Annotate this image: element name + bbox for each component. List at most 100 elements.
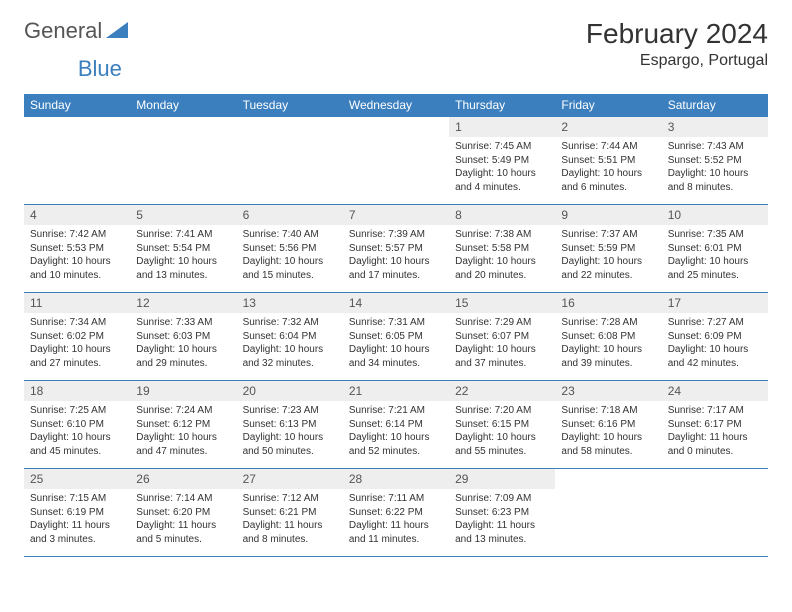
day-number: 17 — [662, 293, 768, 313]
day-number: 22 — [449, 381, 555, 401]
daylight-line2: and 37 minutes. — [455, 357, 549, 371]
sunset-line: Sunset: 6:01 PM — [668, 242, 762, 256]
calendar-day-cell: 18Sunrise: 7:25 AMSunset: 6:10 PMDayligh… — [24, 381, 130, 469]
daylight-line1: Daylight: 10 hours — [243, 343, 337, 357]
day-details: Sunrise: 7:44 AMSunset: 5:51 PMDaylight:… — [555, 137, 661, 200]
sunset-line: Sunset: 6:15 PM — [455, 418, 549, 432]
day-number: 15 — [449, 293, 555, 313]
daylight-line2: and 13 minutes. — [455, 533, 549, 547]
day-number: 7 — [343, 205, 449, 225]
daylight-line2: and 22 minutes. — [561, 269, 655, 283]
daylight-line1: Daylight: 10 hours — [668, 167, 762, 181]
daylight-line1: Daylight: 10 hours — [30, 343, 124, 357]
day-number: 16 — [555, 293, 661, 313]
day-details: Sunrise: 7:37 AMSunset: 5:59 PMDaylight:… — [555, 225, 661, 288]
daylight-line2: and 11 minutes. — [349, 533, 443, 547]
sunset-line: Sunset: 6:13 PM — [243, 418, 337, 432]
day-details: Sunrise: 7:39 AMSunset: 5:57 PMDaylight:… — [343, 225, 449, 288]
daylight-line1: Daylight: 10 hours — [136, 255, 230, 269]
sunrise-line: Sunrise: 7:34 AM — [30, 316, 124, 330]
sunset-line: Sunset: 6:09 PM — [668, 330, 762, 344]
sunset-line: Sunset: 6:10 PM — [30, 418, 124, 432]
daylight-line1: Daylight: 11 hours — [455, 519, 549, 533]
day-details: Sunrise: 7:45 AMSunset: 5:49 PMDaylight:… — [449, 137, 555, 200]
logo-text-general: General — [24, 18, 102, 44]
day-number: 14 — [343, 293, 449, 313]
daylight-line1: Daylight: 10 hours — [668, 255, 762, 269]
day-details: Sunrise: 7:35 AMSunset: 6:01 PMDaylight:… — [662, 225, 768, 288]
daylight-line1: Daylight: 10 hours — [561, 343, 655, 357]
sunset-line: Sunset: 6:14 PM — [349, 418, 443, 432]
calendar-day-cell: 10Sunrise: 7:35 AMSunset: 6:01 PMDayligh… — [662, 205, 768, 293]
daylight-line2: and 15 minutes. — [243, 269, 337, 283]
day-number: 29 — [449, 469, 555, 489]
day-number: 5 — [130, 205, 236, 225]
calendar-week-row: 1Sunrise: 7:45 AMSunset: 5:49 PMDaylight… — [24, 117, 768, 205]
day-details: Sunrise: 7:28 AMSunset: 6:08 PMDaylight:… — [555, 313, 661, 376]
day-number: 19 — [130, 381, 236, 401]
calendar-week-row: 25Sunrise: 7:15 AMSunset: 6:19 PMDayligh… — [24, 469, 768, 557]
calendar-day-cell: 19Sunrise: 7:24 AMSunset: 6:12 PMDayligh… — [130, 381, 236, 469]
sunrise-line: Sunrise: 7:37 AM — [561, 228, 655, 242]
daylight-line2: and 29 minutes. — [136, 357, 230, 371]
day-details: Sunrise: 7:09 AMSunset: 6:23 PMDaylight:… — [449, 489, 555, 552]
weekday-header: Sunday — [24, 94, 130, 117]
day-number: 3 — [662, 117, 768, 137]
daylight-line1: Daylight: 10 hours — [136, 343, 230, 357]
calendar-day-cell: 25Sunrise: 7:15 AMSunset: 6:19 PMDayligh… — [24, 469, 130, 557]
daylight-line1: Daylight: 11 hours — [349, 519, 443, 533]
day-number: 9 — [555, 205, 661, 225]
calendar-empty-cell — [343, 117, 449, 205]
day-number: 12 — [130, 293, 236, 313]
daylight-line2: and 34 minutes. — [349, 357, 443, 371]
day-details: Sunrise: 7:42 AMSunset: 5:53 PMDaylight:… — [24, 225, 130, 288]
daylight-line1: Daylight: 11 hours — [136, 519, 230, 533]
daylight-line2: and 45 minutes. — [30, 445, 124, 459]
daylight-line1: Daylight: 10 hours — [349, 343, 443, 357]
calendar-week-row: 4Sunrise: 7:42 AMSunset: 5:53 PMDaylight… — [24, 205, 768, 293]
day-details: Sunrise: 7:31 AMSunset: 6:05 PMDaylight:… — [343, 313, 449, 376]
day-number: 24 — [662, 381, 768, 401]
daylight-line1: Daylight: 10 hours — [136, 431, 230, 445]
title-block: February 2024 Espargo, Portugal — [586, 18, 768, 70]
sunrise-line: Sunrise: 7:27 AM — [668, 316, 762, 330]
sunset-line: Sunset: 5:56 PM — [243, 242, 337, 256]
sunrise-line: Sunrise: 7:18 AM — [561, 404, 655, 418]
daylight-line1: Daylight: 10 hours — [243, 431, 337, 445]
sunrise-line: Sunrise: 7:12 AM — [243, 492, 337, 506]
day-number: 4 — [24, 205, 130, 225]
daylight-line2: and 6 minutes. — [561, 181, 655, 195]
sunrise-line: Sunrise: 7:15 AM — [30, 492, 124, 506]
day-details: Sunrise: 7:12 AMSunset: 6:21 PMDaylight:… — [237, 489, 343, 552]
calendar-day-cell: 27Sunrise: 7:12 AMSunset: 6:21 PMDayligh… — [237, 469, 343, 557]
calendar-table: SundayMondayTuesdayWednesdayThursdayFrid… — [24, 94, 768, 557]
day-number: 28 — [343, 469, 449, 489]
day-details: Sunrise: 7:25 AMSunset: 6:10 PMDaylight:… — [24, 401, 130, 464]
day-number: 11 — [24, 293, 130, 313]
calendar-empty-cell — [130, 117, 236, 205]
sunrise-line: Sunrise: 7:39 AM — [349, 228, 443, 242]
day-details: Sunrise: 7:29 AMSunset: 6:07 PMDaylight:… — [449, 313, 555, 376]
sunset-line: Sunset: 5:52 PM — [668, 154, 762, 168]
calendar-day-cell: 3Sunrise: 7:43 AMSunset: 5:52 PMDaylight… — [662, 117, 768, 205]
day-number: 27 — [237, 469, 343, 489]
calendar-empty-cell — [555, 469, 661, 557]
daylight-line2: and 27 minutes. — [30, 357, 124, 371]
logo-text-blue: Blue — [78, 56, 122, 81]
daylight-line2: and 39 minutes. — [561, 357, 655, 371]
sunrise-line: Sunrise: 7:25 AM — [30, 404, 124, 418]
daylight-line2: and 8 minutes. — [243, 533, 337, 547]
daylight-line2: and 3 minutes. — [30, 533, 124, 547]
day-number: 1 — [449, 117, 555, 137]
calendar-header-row: SundayMondayTuesdayWednesdayThursdayFrid… — [24, 94, 768, 117]
day-number: 26 — [130, 469, 236, 489]
sunset-line: Sunset: 6:21 PM — [243, 506, 337, 520]
day-number: 23 — [555, 381, 661, 401]
location-text: Espargo, Portugal — [586, 52, 768, 70]
day-number: 6 — [237, 205, 343, 225]
sunrise-line: Sunrise: 7:42 AM — [30, 228, 124, 242]
day-details: Sunrise: 7:15 AMSunset: 6:19 PMDaylight:… — [24, 489, 130, 552]
sunset-line: Sunset: 6:12 PM — [136, 418, 230, 432]
day-details: Sunrise: 7:40 AMSunset: 5:56 PMDaylight:… — [237, 225, 343, 288]
daylight-line2: and 47 minutes. — [136, 445, 230, 459]
